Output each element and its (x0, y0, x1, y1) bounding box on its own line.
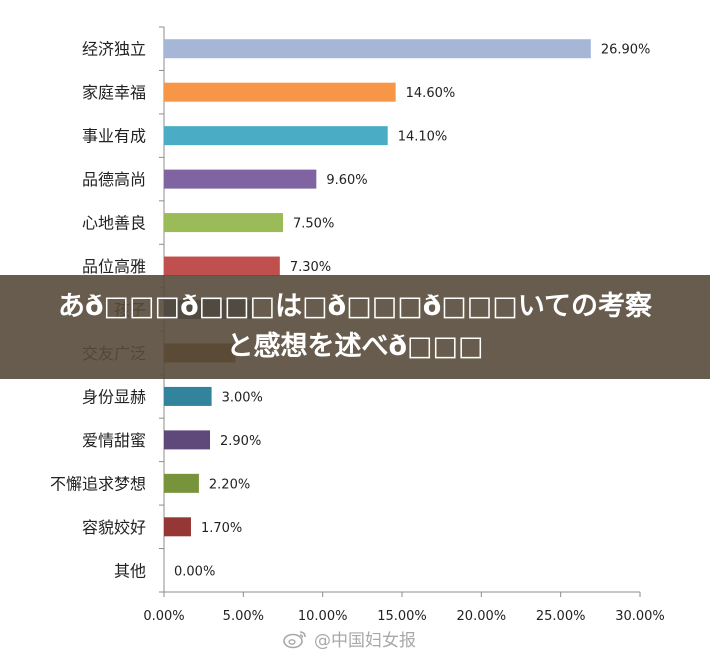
category-label: 经济独立 (82, 40, 146, 59)
value-label: 1.70% (201, 521, 242, 536)
x-tick-label: 10.00% (298, 609, 348, 624)
x-tick-label: 30.00% (615, 609, 665, 624)
bar (164, 430, 211, 450)
category-label: 其他 (114, 561, 146, 580)
category-label: 身份显赫 (82, 387, 146, 406)
x-tick-label: 15.00% (377, 609, 427, 624)
value-label: 7.50% (293, 217, 334, 232)
x-tick-label: 25.00% (536, 609, 586, 624)
bar (164, 82, 396, 102)
category-label: 不懈追求梦想 (50, 474, 146, 493)
value-label: 26.90% (601, 43, 651, 58)
overlay-line-2: と感想を述べð□□□ (226, 331, 484, 362)
value-label: 0.00% (174, 564, 215, 579)
category-label: 心地善良 (82, 214, 146, 233)
bar (164, 126, 388, 146)
x-tick-label: 20.00% (457, 609, 507, 624)
bar (164, 213, 283, 233)
value-label: 3.00% (222, 390, 263, 405)
value-label: 14.10% (398, 130, 448, 145)
title-overlay-banner: あð□□□ð□□□は□ð□□□ð□□□いての考察 と感想を述べð□□□ (0, 275, 710, 379)
weibo-icon (283, 630, 306, 648)
category-label: 事业有成 (82, 127, 146, 146)
x-tick-label: 0.00% (143, 609, 184, 624)
value-label: 14.60% (406, 86, 456, 101)
category-label: 容貌姣好 (82, 518, 146, 537)
bar (164, 517, 191, 537)
watermark: @中国妇女报 (282, 626, 416, 651)
bar (164, 39, 591, 59)
category-label: 品德高尚 (82, 170, 146, 189)
value-label: 2.20% (209, 477, 250, 492)
category-label: 爱情甜蜜 (82, 431, 146, 450)
value-label: 9.60% (326, 173, 367, 188)
value-label: 7.30% (290, 260, 331, 275)
watermark-text: @中国妇女报 (314, 631, 416, 651)
category-label: 家庭幸福 (82, 83, 146, 102)
bar (164, 256, 280, 276)
bar (164, 473, 199, 493)
category-label: 品位高雅 (82, 257, 146, 276)
bar (164, 386, 212, 406)
x-tick-label: 5.00% (223, 609, 264, 624)
value-label: 2.90% (220, 434, 261, 449)
overlay-line-1: あð□□□ð□□□は□ð□□□ð□□□いての考察 (57, 291, 653, 322)
bar (164, 169, 317, 189)
